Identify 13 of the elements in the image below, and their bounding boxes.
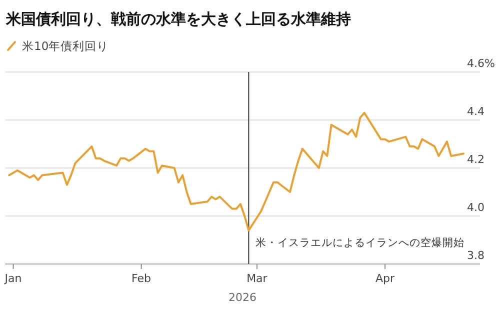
x-tick-label: Jan: [4, 272, 22, 285]
x-tick-label: Apr: [375, 272, 395, 285]
y-tick-label: 4.4: [467, 105, 484, 118]
x-axis-title: 2026: [228, 291, 256, 304]
x-tick-label: Feb: [132, 272, 152, 285]
chart-title: 米国債利回り、戦前の水準を大きく上回る水準維持: [5, 10, 351, 28]
y-tick-label: 4.2: [467, 153, 484, 166]
y-tick-label: 4.0: [467, 201, 484, 214]
ref-line-label: 米・イスラエルによるイランへの空爆開始: [256, 236, 465, 249]
x-tick-label: Mar: [246, 272, 268, 285]
y-tick-label: 3.8: [467, 249, 484, 262]
legend-label: 米10年債利回り: [22, 39, 109, 53]
y-tick-label: 4.6%: [467, 57, 495, 70]
